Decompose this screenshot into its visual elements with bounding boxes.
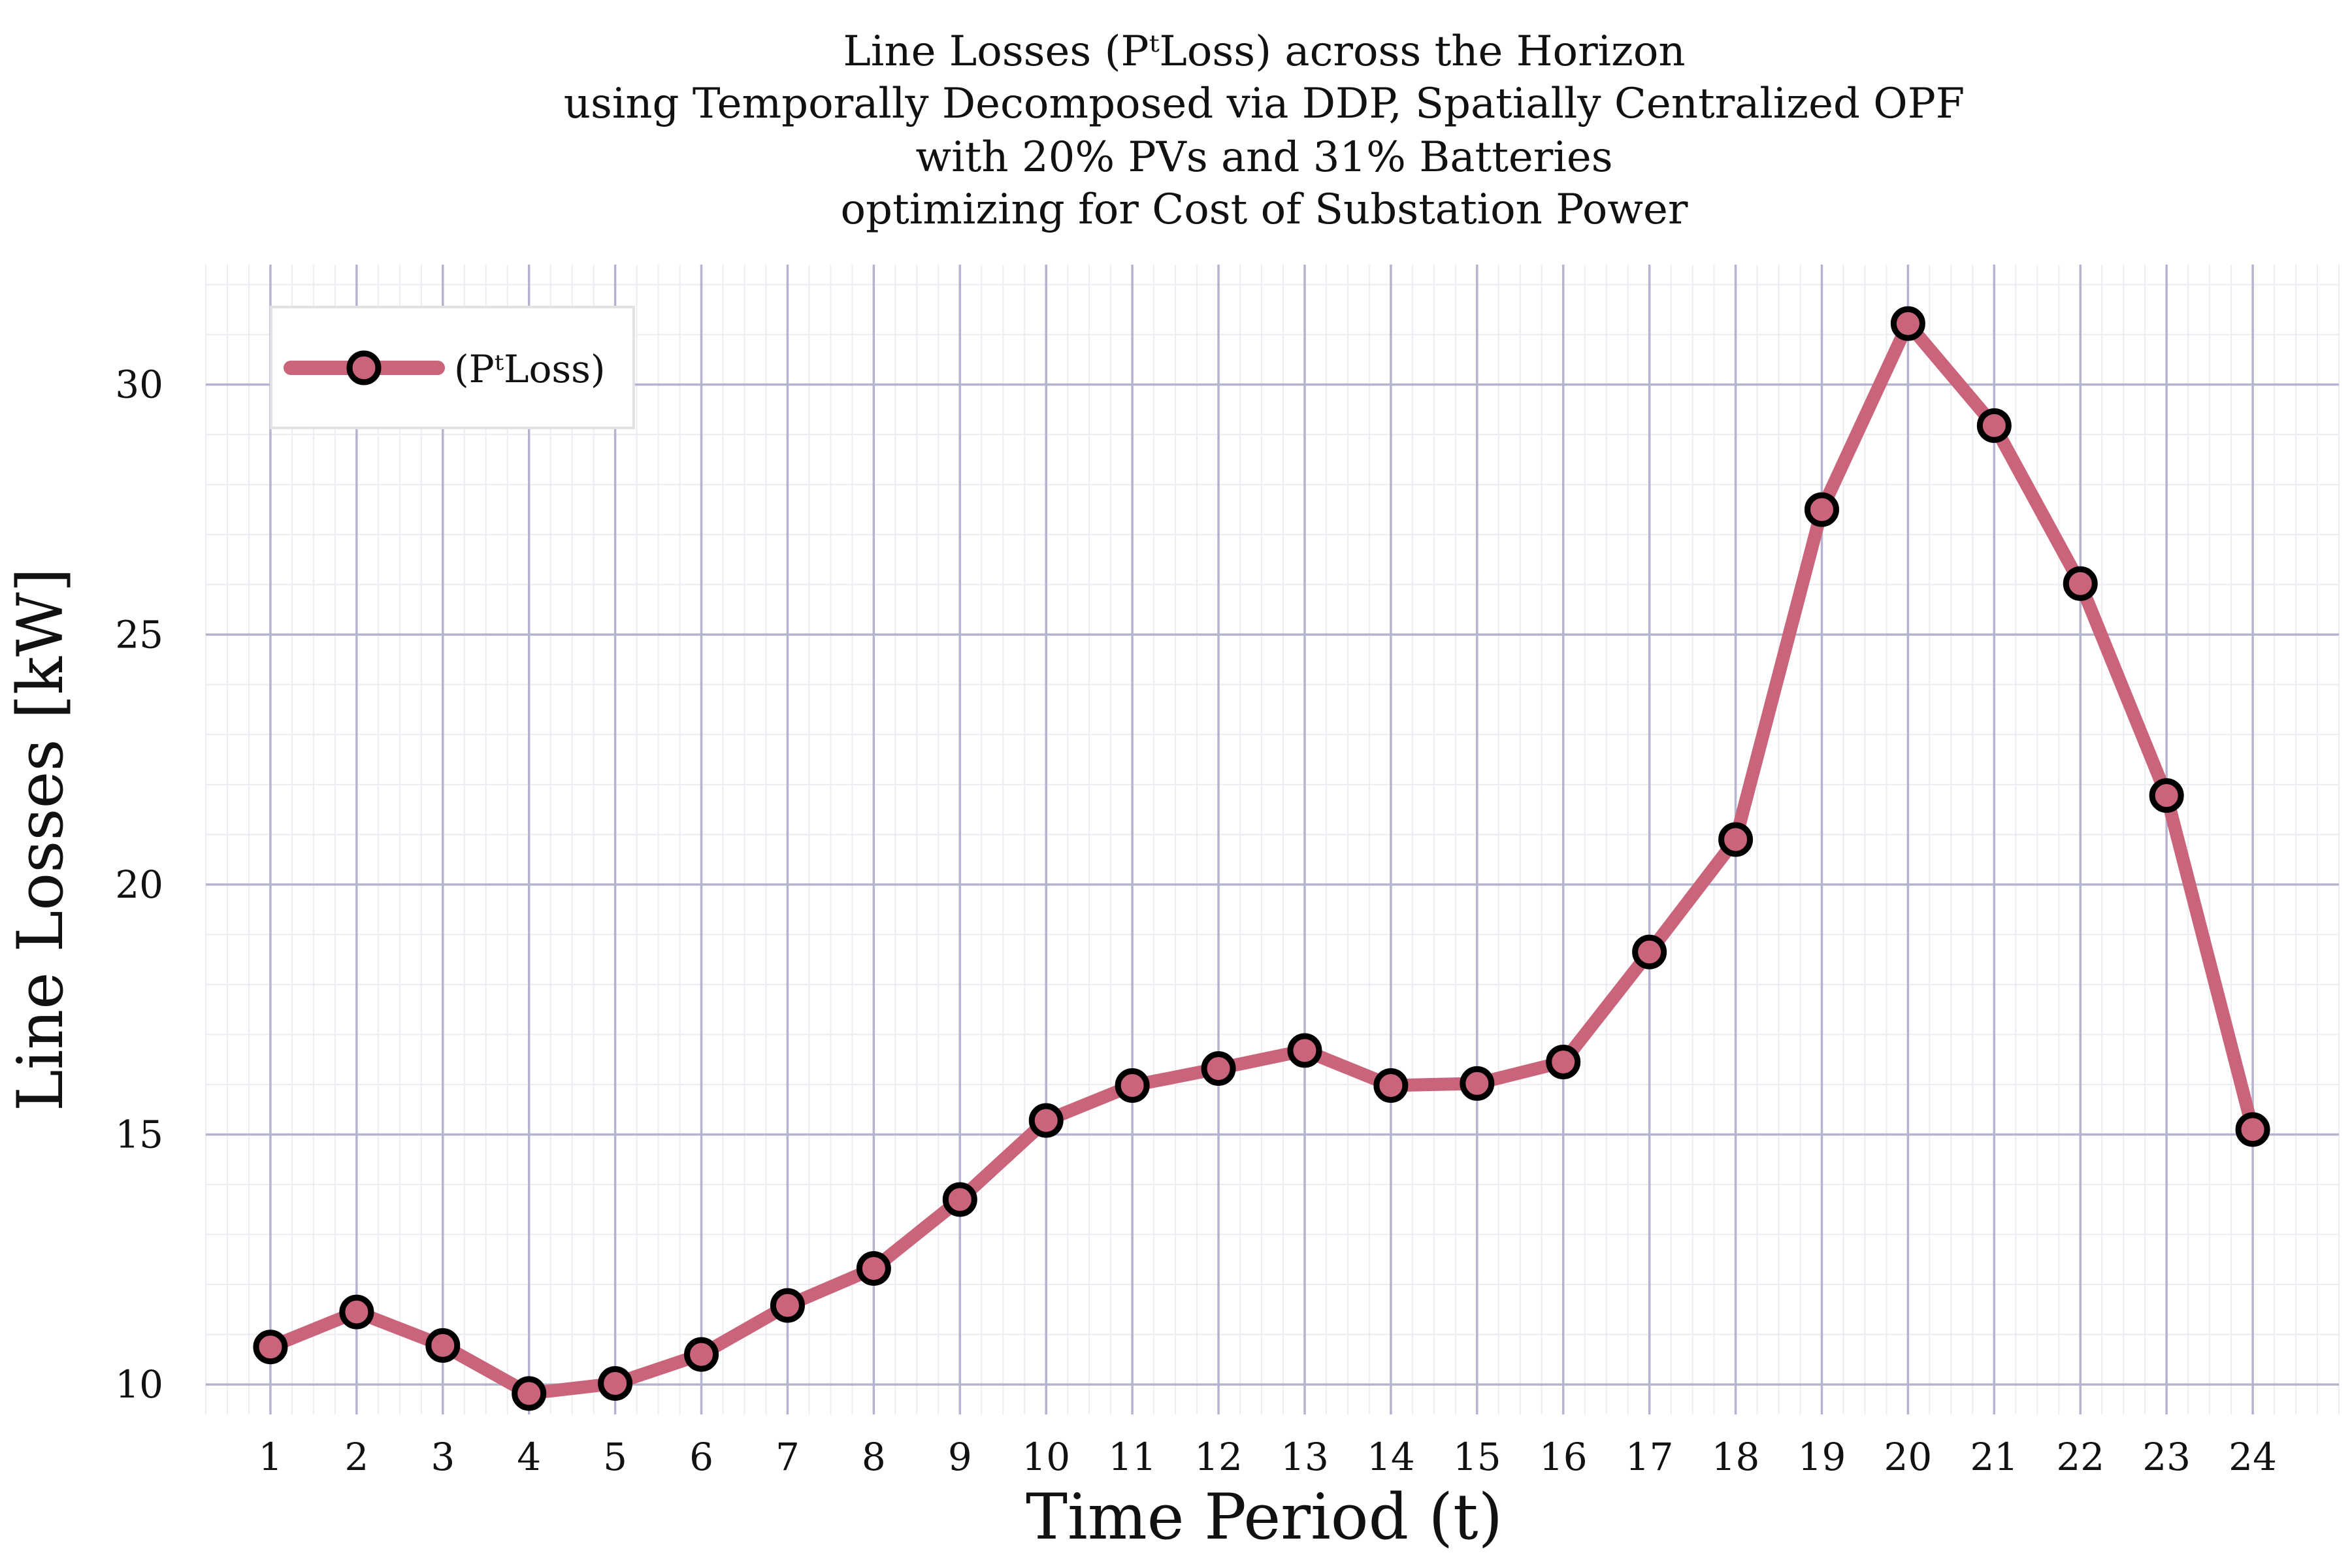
series-layer — [253, 306, 2270, 1411]
data-point — [2149, 778, 2184, 813]
x-tick-label: 6 — [689, 1435, 713, 1479]
legend-marker-sample — [346, 350, 382, 385]
grid — [205, 265, 2340, 1414]
x-tick-label: 8 — [862, 1435, 886, 1479]
data-point — [856, 1251, 891, 1286]
data-point — [1804, 492, 1839, 527]
data-point — [942, 1182, 977, 1217]
x-tick-label: 24 — [2229, 1435, 2277, 1479]
x-tick-label: 21 — [1970, 1435, 2018, 1479]
data-point — [1890, 306, 1925, 341]
y-tick-label: 30 — [115, 363, 163, 407]
chart-title-line-2: using Temporally Decomposed via DDP, Spa… — [564, 80, 1965, 128]
data-point — [1546, 1045, 1581, 1080]
x-tick-label: 13 — [1281, 1435, 1329, 1479]
data-point — [770, 1288, 805, 1323]
y-tick-label: 15 — [115, 1112, 163, 1156]
data-point — [1115, 1068, 1150, 1103]
x-axis-ticks: 1 2 3 4 5 6 7 8 9 10 11 12 13 14 15 16 17 18 19 20 21 22 23 24 — [258, 1435, 2277, 1479]
data-point — [1287, 1033, 1322, 1068]
chart-title-line-3: with 20% PVs and 31% Batteries — [915, 133, 1612, 182]
data-point — [2235, 1112, 2270, 1147]
data-point — [1460, 1066, 1495, 1101]
x-tick-label: 23 — [2142, 1435, 2191, 1479]
y-tick-label: 25 — [115, 612, 163, 657]
x-tick-label: 9 — [948, 1435, 972, 1479]
data-point — [425, 1328, 461, 1363]
chart-title-line-1: Line Losses (PᵗLoss) across the Horizon — [843, 27, 1685, 76]
data-point — [512, 1376, 547, 1411]
chart-title-line-4: optimizing for Cost of Substation Power — [841, 186, 1688, 234]
x-tick-label: 5 — [603, 1435, 627, 1479]
data-point — [1373, 1068, 1409, 1103]
legend-label: (PᵗLoss) — [454, 347, 606, 391]
y-axis-ticks: 10 15 20 25 30 — [115, 363, 163, 1407]
x-tick-label: 20 — [1884, 1435, 1932, 1479]
data-point — [339, 1294, 374, 1330]
x-tick-label: 15 — [1453, 1435, 1501, 1479]
x-tick-label: 14 — [1367, 1435, 1415, 1479]
y-tick-label: 10 — [115, 1362, 163, 1407]
x-tick-label: 11 — [1108, 1435, 1156, 1479]
chart-title: Line Losses (PᵗLoss) across the Horizon … — [564, 27, 1965, 234]
data-point — [598, 1366, 633, 1401]
x-tick-label: 1 — [258, 1435, 282, 1479]
x-tick-label: 2 — [344, 1435, 368, 1479]
x-axis-label: Time Period (t) — [1026, 1480, 1503, 1554]
data-point — [684, 1337, 719, 1372]
x-tick-label: 18 — [1712, 1435, 1760, 1479]
data-point — [1201, 1051, 1236, 1086]
x-tick-label: 17 — [1625, 1435, 1674, 1479]
x-tick-label: 3 — [431, 1435, 455, 1479]
x-tick-label: 10 — [1022, 1435, 1070, 1479]
x-tick-label: 16 — [1539, 1435, 1588, 1479]
data-point — [1632, 934, 1667, 970]
legend: (PᵗLoss) — [270, 306, 635, 429]
y-axis-label: Line Losses [kW] — [4, 568, 77, 1111]
data-point — [253, 1330, 288, 1365]
x-tick-label: 4 — [517, 1435, 541, 1479]
data-point — [1028, 1103, 1064, 1138]
y-tick-label: 20 — [115, 862, 163, 907]
data-point — [2063, 566, 2098, 601]
x-tick-label: 12 — [1194, 1435, 1243, 1479]
data-point — [1976, 408, 2012, 443]
x-tick-label: 19 — [1798, 1435, 1846, 1479]
x-tick-label: 7 — [776, 1435, 800, 1479]
data-point — [1718, 822, 1754, 857]
x-tick-label: 22 — [2056, 1435, 2104, 1479]
